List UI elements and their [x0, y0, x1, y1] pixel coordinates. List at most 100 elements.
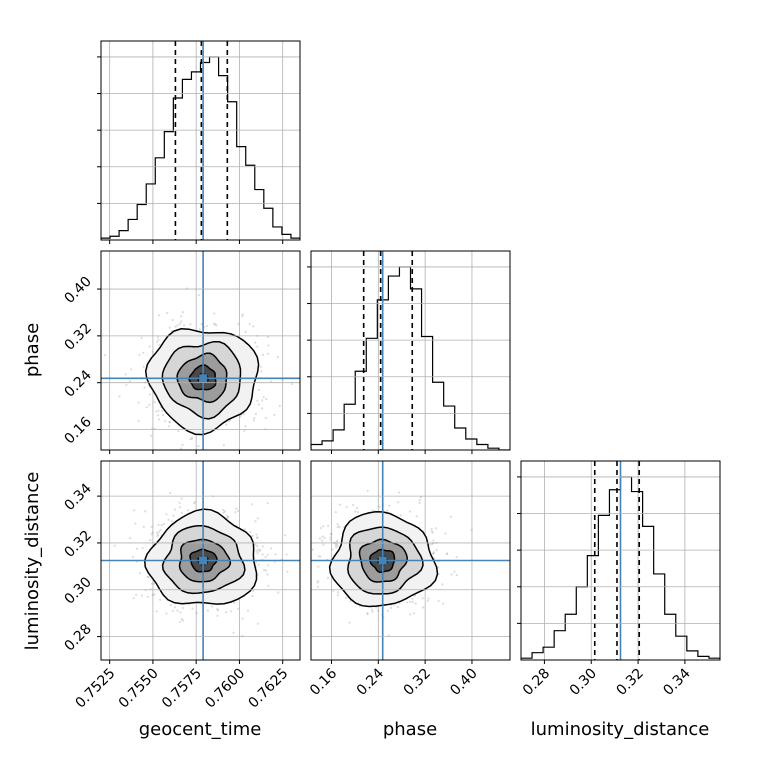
sample-point: [245, 331, 247, 333]
sample-point: [243, 413, 245, 415]
hist-bin: [687, 651, 698, 660]
sample-point: [256, 550, 258, 552]
sample-point: [256, 536, 258, 538]
sample-point: [159, 529, 161, 531]
sample-point: [451, 573, 453, 575]
sample-point: [144, 510, 146, 512]
sample-point: [327, 525, 329, 527]
panel-phase-phase: [307, 251, 510, 454]
sample-point: [243, 430, 245, 432]
sample-point: [171, 520, 173, 522]
sample-point: [456, 574, 458, 576]
sample-point: [255, 413, 257, 415]
sample-point: [453, 571, 455, 573]
hist-bin: [632, 492, 643, 660]
tick-label-y: 0.28: [61, 621, 94, 654]
sample-point: [409, 601, 411, 603]
hist-bin: [228, 102, 237, 240]
tick-label-y: 0.16: [61, 414, 94, 447]
sample-point: [154, 401, 156, 403]
sample-point: [270, 547, 272, 549]
sample-point: [232, 632, 234, 634]
sample-point: [114, 545, 116, 547]
sample-point: [191, 607, 193, 609]
sample-point: [329, 539, 331, 541]
sample-point: [335, 546, 337, 548]
sample-point: [216, 615, 218, 617]
sample-point: [151, 583, 153, 585]
hist-bin: [311, 445, 322, 450]
sample-point: [136, 548, 138, 550]
sample-point: [317, 566, 319, 568]
sample-point: [254, 342, 256, 344]
sample-point: [148, 404, 150, 406]
tick-label-x: 0.7575: [159, 666, 205, 712]
sample-point: [252, 325, 254, 327]
sample-point: [149, 539, 151, 541]
hist-bin: [255, 190, 264, 240]
sample-point: [158, 344, 160, 346]
sample-point: [378, 506, 380, 508]
sample-point: [357, 511, 359, 513]
tick-label-y: 0.32: [61, 527, 94, 560]
sample-point: [135, 594, 137, 596]
sample-point: [169, 492, 171, 494]
xlabel-luminosity-distance: luminosity_distance: [531, 719, 710, 740]
sample-point: [429, 544, 431, 546]
sample-point: [157, 534, 159, 536]
sample-point: [182, 444, 184, 446]
xlabel-geocent-time: geocent_time: [139, 719, 262, 740]
sample-point: [330, 536, 332, 538]
sample-point: [223, 444, 225, 446]
sample-point: [237, 510, 239, 512]
sample-point: [124, 373, 126, 375]
sample-point: [230, 610, 232, 612]
sample-point: [367, 490, 369, 492]
sample-point: [217, 609, 219, 611]
sample-point: [224, 510, 226, 512]
hist-bin: [399, 267, 410, 450]
sample-point: [291, 383, 293, 385]
sample-point: [133, 509, 135, 511]
sample-point: [317, 586, 319, 588]
sample-point: [261, 399, 263, 401]
sample-point: [277, 591, 279, 593]
truth-marker: [199, 557, 207, 565]
sample-point: [386, 510, 388, 512]
sample-point: [179, 611, 181, 613]
sample-point: [163, 523, 165, 525]
sample-point: [182, 619, 184, 621]
sample-point: [206, 325, 208, 327]
sample-point: [273, 414, 275, 416]
sample-point: [352, 504, 354, 506]
tick-label-y: 0.30: [61, 574, 94, 607]
sample-point: [147, 576, 149, 578]
sample-point: [179, 621, 181, 623]
hist-bin: [388, 276, 399, 450]
sample-point: [233, 602, 235, 604]
sample-point: [143, 366, 145, 368]
sample-point: [256, 400, 258, 402]
sample-point: [254, 544, 256, 546]
sample-point: [179, 506, 181, 508]
sample-point: [159, 599, 161, 601]
sample-point: [281, 379, 283, 381]
sample-point: [249, 323, 251, 325]
hist-bin: [643, 526, 654, 660]
sample-point: [257, 564, 259, 566]
sample-point: [129, 537, 131, 539]
sample-point: [214, 323, 216, 325]
sample-point: [266, 554, 268, 556]
tick-label-y: 0.24: [61, 367, 94, 400]
hist-bin: [333, 430, 344, 450]
sample-point: [129, 380, 131, 382]
sample-point: [161, 524, 163, 526]
panel-content: [311, 251, 510, 450]
sample-point: [431, 530, 433, 532]
sample-point: [181, 498, 183, 500]
sample-point: [253, 417, 255, 419]
sample-point: [179, 323, 181, 325]
sample-point: [172, 610, 174, 612]
sample-point: [422, 597, 424, 599]
hist-bin: [146, 184, 155, 240]
